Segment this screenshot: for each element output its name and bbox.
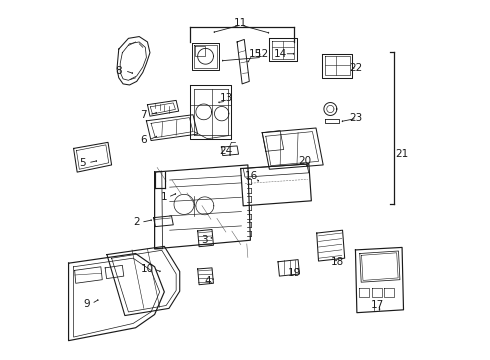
Text: 21: 21 (395, 149, 409, 159)
Text: 20: 20 (299, 156, 312, 166)
Text: 7: 7 (141, 110, 147, 120)
Text: 11: 11 (234, 18, 247, 28)
Text: 12: 12 (256, 49, 269, 59)
Text: 18: 18 (331, 257, 344, 267)
Text: 19: 19 (288, 267, 301, 278)
Text: 14: 14 (273, 49, 287, 59)
Text: 2: 2 (133, 217, 140, 227)
Text: 15: 15 (248, 49, 262, 59)
Text: 17: 17 (370, 300, 384, 310)
Text: 3: 3 (201, 235, 208, 245)
Text: 6: 6 (141, 135, 147, 145)
Text: 23: 23 (349, 113, 362, 123)
Text: 22: 22 (349, 63, 362, 73)
Text: 9: 9 (83, 299, 90, 309)
Text: 16: 16 (245, 171, 258, 181)
Text: 10: 10 (141, 264, 154, 274)
Text: 24: 24 (220, 145, 233, 156)
Text: 13: 13 (220, 93, 233, 103)
Text: 1: 1 (161, 192, 168, 202)
Text: 5: 5 (79, 158, 86, 168)
Text: 8: 8 (116, 66, 122, 76)
Text: 4: 4 (204, 276, 211, 286)
